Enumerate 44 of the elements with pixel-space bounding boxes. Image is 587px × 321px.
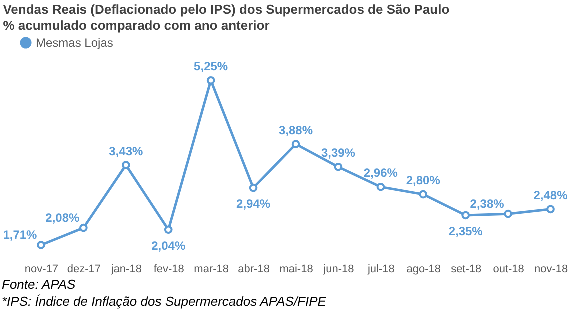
point — [164, 226, 173, 234]
data-label: 2,94% — [236, 197, 271, 212]
point — [334, 162, 343, 172]
x-tick-label: out-18 — [493, 264, 524, 276]
x-tick-label: jul-18 — [366, 264, 395, 276]
point — [292, 140, 300, 148]
data-label: 3,39% — [321, 146, 356, 160]
x-tick-label: fev-18 — [154, 264, 184, 276]
chart-subtitle: % acumulado comparado com ano anterior — [3, 18, 270, 33]
data-label: 3,88% — [278, 123, 314, 138]
x-tick-label: abr-18 — [238, 264, 270, 276]
data-label: 2,04% — [152, 238, 186, 253]
point — [37, 241, 46, 250]
data-label: 1,71% — [3, 228, 38, 242]
x-tick-label: jun-18 — [322, 264, 354, 276]
legend-label: Mesmas Lojas — [36, 36, 114, 50]
point — [546, 205, 555, 214]
x-tick-label: set-18 — [451, 264, 482, 276]
data-label: 2,96% — [364, 166, 398, 180]
point — [462, 211, 470, 220]
x-tick-label: nov-18 — [534, 264, 568, 276]
point — [122, 161, 130, 170]
point — [206, 76, 216, 85]
point — [504, 210, 512, 218]
data-label: 2,48% — [534, 188, 568, 202]
data-label: 2,80% — [406, 174, 441, 188]
x-tick-label: dez-17 — [67, 264, 102, 276]
text: *IPS: Índice de Inflação dos Supermercados APAS/FIPE — [1, 293, 328, 310]
point — [249, 184, 258, 192]
chart-title: Vendas Reais (Deflacionado pelo IPS) dos Supermercados de São Paulo — [3, 2, 450, 17]
x-tick-label: ago-18 — [406, 264, 442, 276]
point — [80, 224, 88, 232]
point — [376, 182, 386, 192]
x-tick-label: mai-18 — [280, 264, 314, 276]
source-note: Fonte: APAS — [1, 276, 77, 293]
data-label: 3,43% — [109, 144, 144, 158]
point — [419, 190, 428, 199]
data-label: 2,08% — [46, 211, 80, 226]
data-label: 5,25% — [194, 60, 228, 74]
x-tick-label: jan-18 — [110, 264, 142, 276]
data-label: 2,35% — [448, 224, 484, 238]
x-tick-label: mar-18 — [194, 264, 229, 276]
data-label: 2,38% — [470, 197, 505, 212]
x-tick-label: nov-17 — [24, 264, 59, 276]
